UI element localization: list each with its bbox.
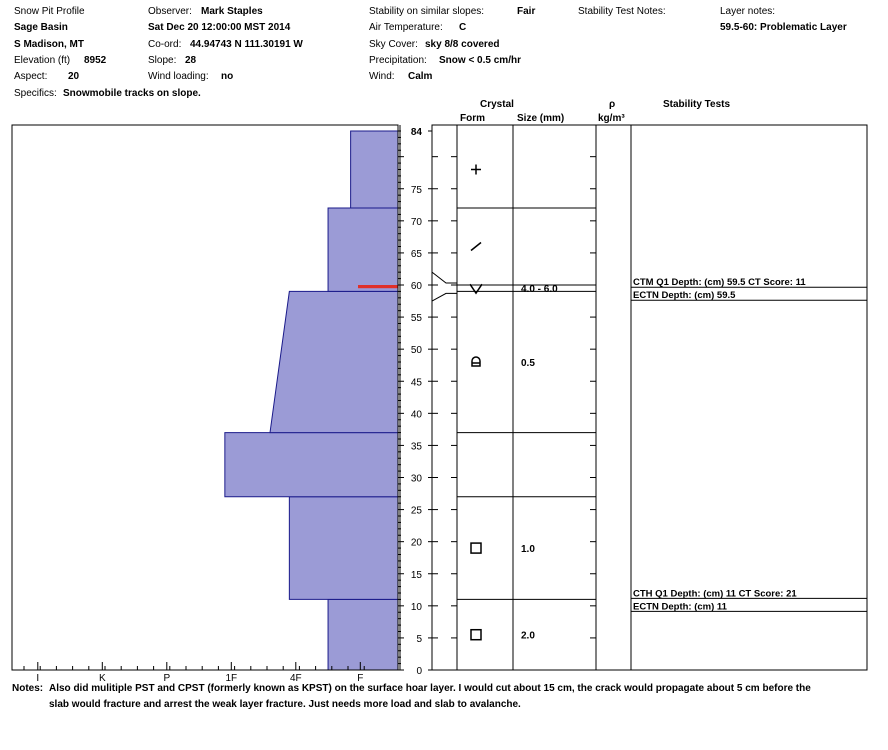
layer-notes-label: Layer notes: [720,6,776,17]
depth-tick-label: 15 [411,570,423,581]
stability-tests-header: Stability Tests [663,99,731,110]
slope-value: 28 [185,55,197,66]
crystal-form-plus [471,164,481,175]
sky-cover-value: sky 8/8 covered [425,39,500,50]
observation-datetime: Sat Dec 20 12:00:00 MST 2014 [148,22,291,33]
coord-label: Co-ord: [148,39,182,50]
stability-label: Stability on similar slopes: [369,6,485,17]
stability-test-result: CTH Q1 Depth: (cm) 11 CT Score: 21 [633,588,797,599]
elevation-value: 8952 [84,55,107,66]
depth-tick-label: 45 [411,377,423,388]
crystal-header: Crystal [480,99,514,110]
depth-tick-label: 40 [411,409,423,420]
stability-test-result: ECTN Depth: (cm) 11 [633,601,728,612]
hardness-bar [288,496,399,600]
region-name: S Madison, MT [14,39,84,50]
hardness-tick-label: 4F [290,673,302,684]
depth-tick-label: 50 [411,345,423,356]
hardness-tick-label: P [163,673,170,684]
density-header: ρ [609,99,616,110]
notes-line-1: Also did mulitiple PST and CPST (formerl… [49,683,811,694]
layer-connector [431,292,457,302]
observer-value: Mark Staples [201,6,263,17]
size-header: Size (mm) [517,113,565,124]
crystal-size-label: 4.0 - 6.0 [521,284,558,295]
hardness-tick-label: F [357,673,363,684]
depth-tick-label: 60 [411,281,423,292]
crystal-form-rounded-facet [471,356,481,367]
hardness-bar [350,130,399,209]
depth-tick-label: 55 [411,313,423,324]
hardness-tick-label: K [99,673,106,684]
crystal-size-label: 2.0 [521,631,535,642]
air-temp-value: C [459,22,467,33]
stability-value: Fair [517,6,536,17]
air-temp-label: Air Temperature: [369,22,443,33]
crystal-form-square [470,628,482,641]
crystal-size-label: 0.5 [521,358,535,369]
layer-connector [431,271,457,284]
depth-tick-label: 84 [411,127,423,138]
stability-test-notes-label: Stability Test Notes: [578,6,666,17]
precip-value: Snow < 0.5 cm/hr [439,55,521,66]
depth-tick-label: 10 [411,602,423,613]
specifics-label: Specifics: [14,88,57,99]
crystal-form-vee [469,283,483,295]
pit-profile-title: Snow Pit Profile [14,6,85,17]
location-name: Sage Basin [14,22,68,33]
depth-tick-label: 30 [411,474,423,485]
notes-label: Notes: [12,683,44,694]
depth-tick-label: 0 [416,666,422,677]
crystal-form-square [470,542,482,554]
stability-test-result: ECTN Depth: (cm) 59.5 [633,290,736,301]
square-symbol [470,628,482,641]
wind-loading-value: no [221,71,234,82]
wind-label: Wind: [369,71,395,82]
layer-table-frame [431,124,868,671]
observer-label: Observer: [148,6,192,17]
crystal-form-slash [470,241,482,252]
precip-label: Precipitation: [369,55,427,66]
notes-line-2: slab would fracture and arrest the weak … [49,699,521,710]
aspect-value: 20 [68,71,80,82]
hardness-bar [327,207,399,292]
depth-tick-label: 5 [416,634,422,645]
coord-value: 44.94743 N 111.30191 W [190,39,303,50]
form-header: Form [460,113,485,124]
hardness-tick-label: I [36,673,39,684]
crystal-size-label: 1.0 [521,544,535,555]
layer-notes-value: 59.5-60: Problematic Layer [720,22,847,33]
vee-symbol [469,283,483,295]
specifics-value: Snowmobile tracks on slope. [63,88,201,99]
depth-tick-label: 70 [411,217,423,228]
depth-tick-label: 65 [411,249,423,260]
depth-tick-label: 20 [411,538,423,549]
hardness-bar [327,598,399,671]
sky-cover-label: Sky Cover: [369,39,418,50]
depth-tick-label: 35 [411,441,423,452]
slash-symbol [470,241,482,252]
slope-label: Slope: [148,55,177,66]
square-symbol [470,542,482,554]
rounded-facet-symbol [471,356,481,367]
depth-tick-label: 75 [411,185,423,196]
elevation-label: Elevation (ft) [14,55,71,66]
aspect-label: Aspect: [14,71,48,82]
hardness-tick-label: 1F [225,673,237,684]
hardness-bar [269,290,399,434]
depth-tick-label: 25 [411,506,423,517]
problematic-layer-marker [358,285,398,289]
density-unit-header: kg/m³ [598,113,625,124]
wind-value: Calm [408,71,433,82]
hardness-bar [224,432,399,498]
stability-test-result: CTM Q1 Depth: (cm) 59.5 CT Score: 11 [633,277,806,288]
wind-loading-label: Wind loading: [148,71,209,82]
